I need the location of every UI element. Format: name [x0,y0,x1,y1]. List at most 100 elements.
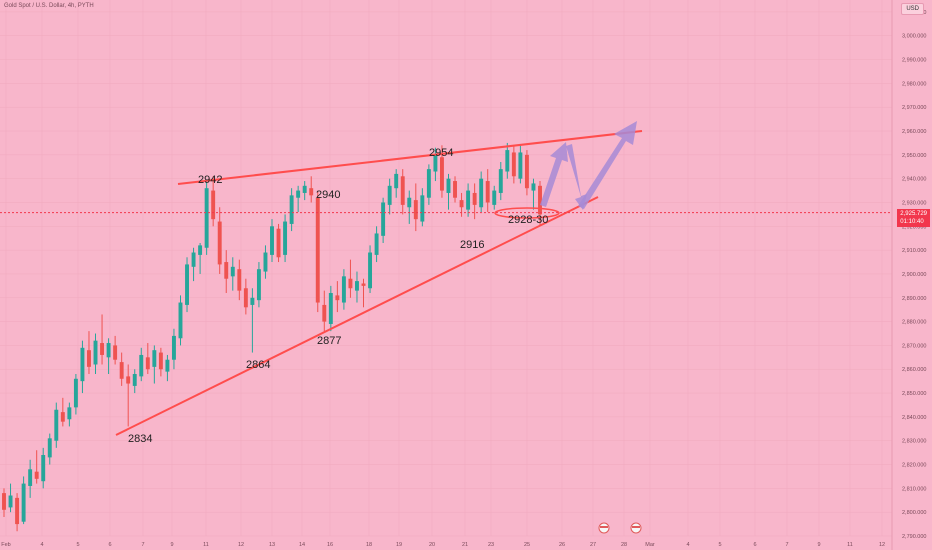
candle [322,290,327,332]
level-label: 2940 [316,189,340,201]
candle-body [492,190,497,205]
candle-body [407,197,412,208]
event-icon[interactable] [598,522,610,534]
candle-body [54,409,59,441]
candle [158,347,163,377]
candle [47,433,52,465]
candle [80,340,85,394]
candle [139,347,144,382]
price-tick-label: 2,960.000 [902,129,926,135]
candle [204,181,209,255]
candle-body [185,264,189,305]
candle-body [93,340,98,365]
time-tick-label: 7 [141,542,144,548]
candle-body [224,262,229,279]
price-axis[interactable]: 2,790.000 2,800.000 2,810.000 2,820.000 2,83… [891,0,932,550]
price-tick-label: 2,930.000 [902,200,926,206]
time-tick-label: 18 [366,542,372,548]
currency-button[interactable]: USD [901,3,924,15]
candle-body [446,178,451,193]
candle-body [243,288,248,308]
bar-countdown: 01:10:40 [900,218,924,225]
time-tick-label: 7 [785,542,788,548]
candle-body [87,350,91,367]
candle [400,169,405,215]
candle [270,219,274,263]
price-tick-label: 2,810.000 [902,486,926,492]
candle-body [439,157,444,191]
time-tick-label: 6 [108,542,111,548]
candle [446,173,451,210]
time-axis[interactable]: Feb 4 5 6 7 9 11 12 13 14 16 18 19 20 21 23 25 26 27 28 Mar 4… [1,542,885,548]
candle [335,281,340,313]
time-tick-label: 21 [462,542,468,548]
candle [348,259,353,298]
level-label: 2954 [429,147,453,159]
candle [328,285,333,332]
candle [178,295,183,346]
price-tick-label: 2,860.000 [902,367,926,373]
candle [119,352,124,386]
time-tick-label: 14 [299,542,305,548]
candle [289,188,294,232]
candle [538,181,542,227]
candle [2,488,6,517]
time-tick-label: 4 [40,542,43,548]
time-tick-label: 26 [559,542,565,548]
current-price-value: 2,925.729 [900,210,927,217]
candle-body [374,233,379,255]
level-label: 2877 [317,335,341,347]
price-tick-label: 2,890.000 [902,296,926,302]
price-tick-label: 2,910.000 [902,248,926,254]
event-icon[interactable] [630,522,642,534]
projection-arrow-up-1 [540,142,568,207]
candle [171,328,176,370]
candle [511,145,516,184]
candle [479,171,484,213]
candle [453,176,457,203]
candle-body [394,173,399,189]
level-label: 2928-30 [508,214,548,226]
time-tick-label: 6 [753,542,756,548]
candle-body [211,190,216,220]
price-tick-label: 2,790.000 [902,534,926,540]
candle-body [139,354,144,377]
candle [407,190,412,224]
price-axis-bg [892,0,932,550]
candle-body [485,181,490,203]
candle [296,185,301,213]
upper-trendline [177,130,643,185]
candle [466,183,471,217]
time-tick-label: 28 [621,542,627,548]
candle [355,271,359,303]
price-tick-label: 2,970.000 [902,105,926,111]
candle [315,190,320,313]
candle [152,345,157,384]
candle [126,364,131,427]
time-tick-label: 9 [170,542,173,548]
time-tick-label: 5 [718,542,721,548]
candle-body [8,495,13,508]
candle [341,269,346,310]
candle-body [296,190,301,198]
candle [165,354,170,382]
candle [276,223,281,263]
price-tick-label: 2,850.000 [902,391,926,397]
candle [459,192,464,217]
candle-body [341,276,346,303]
candle [498,161,503,201]
candle [100,314,105,365]
candle [243,278,248,315]
candle-body [524,154,529,189]
projection-arrow-up-2 [578,121,637,209]
candle [230,257,235,291]
candle [60,397,65,427]
candle-body [119,362,124,379]
candle-body [73,378,78,408]
candle-body [132,374,137,386]
level-label: 2834 [128,433,152,445]
candle-body [126,376,131,384]
time-tick-label: 4 [686,542,689,548]
candle-body [328,293,333,324]
